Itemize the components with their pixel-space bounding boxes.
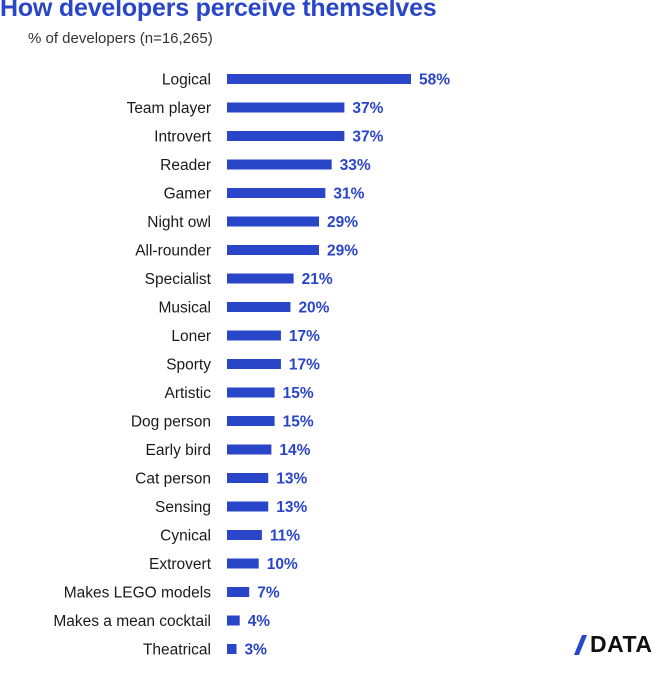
bar-introvert: [227, 131, 345, 141]
category-label-theatrical: Theatrical: [143, 642, 211, 659]
category-label-early-bird: Early bird: [146, 442, 211, 459]
category-label-cat-person: Cat person: [135, 471, 211, 488]
value-label-night-owl: 29%: [327, 214, 358, 231]
bar-specialist: [227, 273, 294, 284]
value-label-early-bird: 14%: [279, 442, 310, 459]
bar-reader: [227, 159, 332, 170]
bar-cynical: [227, 530, 262, 540]
value-label-gamer: 31%: [333, 186, 364, 203]
bar-makes-lego-models: [227, 587, 250, 597]
value-label-sporty: 17%: [289, 357, 320, 374]
value-label-makes-lego-models: 7%: [257, 585, 280, 602]
chart-title: How developers perceive themselves: [0, 0, 437, 22]
bar-artistic: [227, 387, 275, 398]
bar-loner: [227, 330, 281, 341]
category-label-reader: Reader: [160, 157, 211, 174]
bar-gamer: [227, 188, 326, 198]
category-label-night-owl: Night owl: [147, 214, 211, 231]
bar-dog-person: [227, 416, 275, 426]
category-label-cynical: Cynical: [160, 528, 211, 545]
category-label-all-rounder: All-rounder: [135, 243, 211, 260]
value-label-theatrical: 3%: [245, 642, 268, 659]
bar-sporty: [227, 359, 281, 369]
bar-team-player: [227, 102, 345, 113]
bar-sensing: [227, 501, 269, 512]
value-label-team-player: 37%: [352, 100, 383, 117]
value-label-all-rounder: 29%: [327, 243, 358, 260]
chart-subtitle: % of developers (n=16,265): [28, 30, 213, 47]
bar-early-bird: [227, 444, 272, 455]
category-label-sporty: Sporty: [166, 357, 211, 374]
bar-theatrical: [227, 644, 237, 654]
value-label-loner: 17%: [289, 328, 320, 345]
category-label-team-player: Team player: [127, 100, 211, 117]
value-label-makes-a-mean-cocktail: 4%: [248, 613, 271, 630]
value-label-specialist: 21%: [302, 271, 333, 288]
category-label-musical: Musical: [158, 300, 211, 317]
category-label-makes-a-mean-cocktail: Makes a mean cocktail: [53, 613, 211, 630]
category-label-dog-person: Dog person: [131, 414, 211, 431]
bar-makes-a-mean-cocktail: [227, 615, 240, 626]
logo-text: DATA: [590, 631, 653, 657]
value-label-reader: 33%: [340, 157, 371, 174]
category-label-sensing: Sensing: [155, 499, 211, 516]
bar-logical: [227, 74, 411, 84]
brand-logo: DATA: [573, 631, 653, 658]
value-label-cat-person: 13%: [276, 471, 307, 488]
category-label-artistic: Artistic: [165, 385, 212, 402]
category-label-loner: Loner: [171, 328, 211, 345]
value-label-logical: 58%: [419, 72, 450, 89]
category-label-gamer: Gamer: [164, 186, 211, 203]
value-label-musical: 20%: [298, 300, 329, 317]
value-label-sensing: 13%: [276, 499, 307, 516]
category-label-makes-lego-models: Makes LEGO models: [64, 585, 212, 602]
bar-cat-person: [227, 473, 269, 483]
bar-night-owl: [227, 216, 319, 227]
category-label-logical: Logical: [162, 72, 211, 89]
value-label-artistic: 15%: [283, 385, 314, 402]
value-label-cynical: 11%: [270, 528, 300, 545]
value-label-dog-person: 15%: [283, 414, 314, 431]
category-label-specialist: Specialist: [145, 271, 212, 288]
value-label-extrovert: 10%: [267, 556, 298, 573]
bar-all-rounder: [227, 245, 319, 255]
bar-musical: [227, 302, 291, 312]
bar-extrovert: [227, 558, 259, 569]
value-label-introvert: 37%: [352, 129, 383, 146]
category-label-introvert: Introvert: [154, 129, 212, 146]
category-label-extrovert: Extrovert: [149, 556, 212, 573]
